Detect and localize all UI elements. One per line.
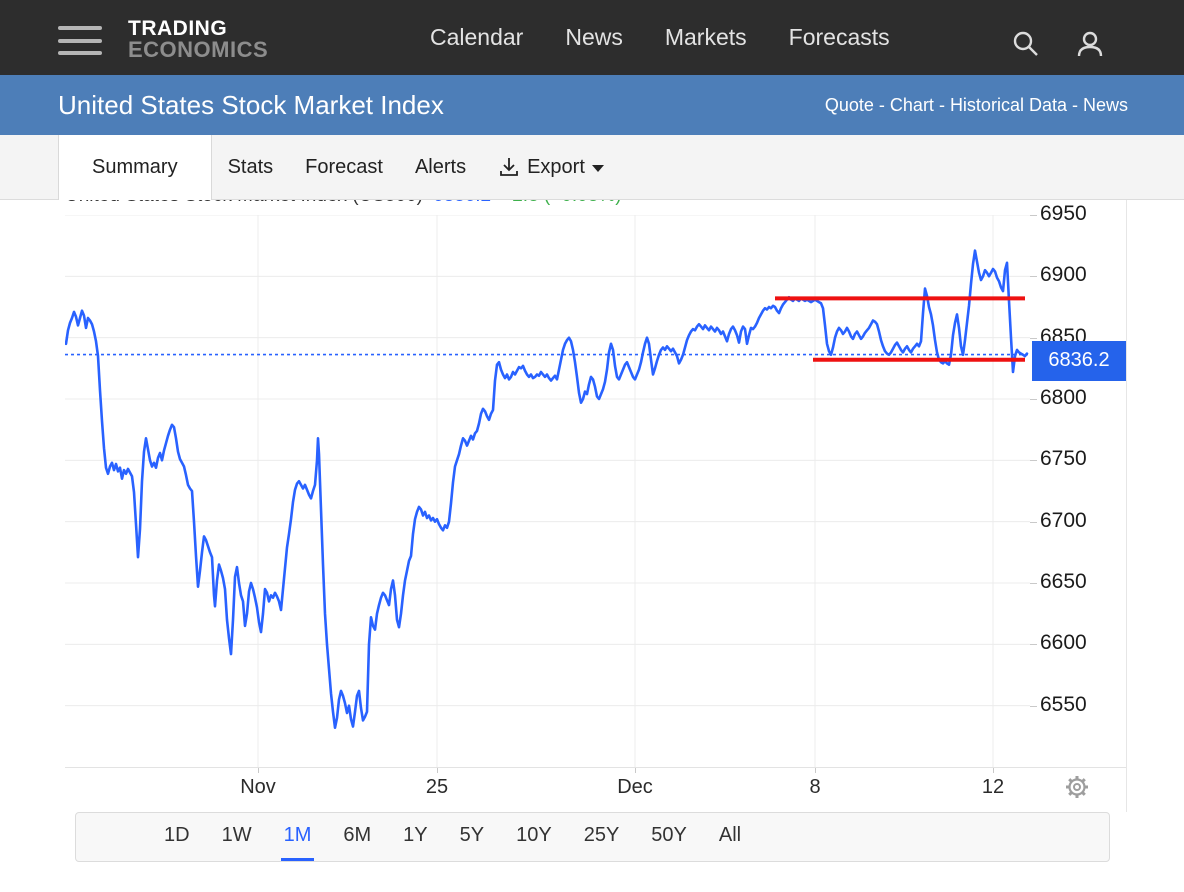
y-axis-label: 6800 — [1040, 386, 1087, 409]
nav-forecasts[interactable]: Forecasts — [788, 24, 890, 50]
tab-strip: Summary Stats Forecast Alerts Export — [0, 135, 1184, 200]
price-line-series — [65, 249, 1029, 730]
chart-widget: United States Stock Market Index (US500)… — [0, 185, 1184, 812]
x-axis-tick — [635, 767, 636, 773]
tab-forecast[interactable]: Forecast — [305, 155, 383, 178]
nav-news[interactable]: News — [565, 24, 623, 50]
x-axis-tick — [437, 767, 438, 773]
header-link-historical-data[interactable]: Historical Data — [949, 94, 1067, 115]
range-1y[interactable]: 1Y — [403, 824, 428, 846]
logo-line1: TRADING — [128, 17, 228, 40]
tab-stats[interactable]: Stats — [227, 155, 274, 178]
y-axis-label: 6950 — [1040, 202, 1087, 225]
x-axis-label: 25 — [425, 776, 449, 798]
time-range-selector: 1D 1W 1M 6M 1Y 5Y 10Y 25Y 50Y All — [75, 812, 1110, 862]
header-link-quote[interactable]: Quote — [824, 94, 874, 115]
plot-bottom-border — [65, 767, 1126, 768]
range-all[interactable]: All — [718, 824, 742, 846]
y-axis-tick — [1030, 215, 1037, 216]
y-axis-tick — [1030, 644, 1037, 646]
header-links: Quote - Chart - Historical Data - News — [825, 95, 1128, 116]
tab-summary[interactable]: Summary — [58, 135, 212, 200]
range-5y[interactable]: 5Y — [459, 824, 485, 846]
link-separator: - — [1066, 94, 1083, 115]
x-axis-label: Dec — [617, 776, 653, 798]
y-axis-tick — [1030, 337, 1037, 339]
last-price-badge: 6836.2 — [1032, 340, 1126, 381]
top-nav-links: Calendar News Markets Forecasts — [430, 0, 890, 75]
page-header: United States Stock Market Index Quote -… — [0, 75, 1184, 135]
download-icon — [500, 158, 518, 176]
range-10y[interactable]: 10Y — [516, 824, 552, 846]
search-icon[interactable] — [1012, 30, 1040, 63]
gear-icon[interactable] — [1062, 772, 1092, 807]
export-label: Export — [527, 155, 585, 178]
nav-calendar[interactable]: Calendar — [430, 24, 524, 50]
y-axis-label: 6750 — [1040, 447, 1087, 471]
y-axis-tick — [1030, 521, 1037, 523]
y-axis-tick — [1030, 460, 1037, 462]
tab-alerts[interactable]: Alerts — [414, 155, 467, 178]
link-separator: - — [873, 94, 890, 115]
header-link-news[interactable]: News — [1082, 94, 1128, 115]
price-chart-plot[interactable] — [65, 215, 1030, 767]
range-6m[interactable]: 6M — [343, 824, 372, 846]
y-axis-label: 6550 — [1040, 692, 1087, 716]
y-axis-tick — [1030, 705, 1037, 707]
y-axis-label: 6650 — [1040, 570, 1087, 593]
y-axis-tick — [1030, 276, 1037, 278]
y-axis-label: 6700 — [1040, 508, 1087, 532]
y-axis-label: 6600 — [1040, 631, 1087, 655]
user-icon[interactable] — [1076, 30, 1104, 63]
range-25y[interactable]: 25Y — [583, 824, 620, 846]
y-axis-tick — [1030, 399, 1037, 400]
top-navigation-bar: TRADING ECONOMICS Calendar News Markets For… — [0, 0, 1184, 75]
page-title: United States Stock Market Index — [58, 89, 444, 120]
header-link-chart[interactable]: Chart — [889, 94, 934, 115]
range-1d[interactable]: 1D — [164, 824, 190, 846]
x-axis-label: 12 — [981, 776, 1005, 798]
caret-down-icon — [591, 165, 604, 172]
y-axis-tick — [1030, 583, 1037, 584]
logo[interactable]: TRADING ECONOMICS — [128, 17, 269, 62]
hamburger-menu-icon[interactable] — [58, 26, 102, 55]
range-1w[interactable]: 1W — [221, 824, 252, 846]
nav-markets[interactable]: Markets — [664, 24, 747, 50]
range-50y[interactable]: 50Y — [651, 824, 687, 846]
range-1m[interactable]: 1M — [280, 813, 315, 861]
x-axis-label: 8 — [809, 776, 821, 798]
x-axis-tick — [258, 767, 259, 773]
x-axis-tick — [815, 767, 816, 773]
x-axis-label: Nov — [240, 776, 276, 798]
logo-line2: ECONOMICS — [128, 37, 269, 62]
link-separator: - — [933, 94, 950, 115]
export-button[interactable]: Export — [482, 135, 620, 199]
y-axis-label: 6900 — [1040, 263, 1087, 287]
axis-separator-line — [1126, 200, 1127, 812]
x-axis-tick — [993, 767, 994, 773]
last-price-value: 6836.2 — [1048, 349, 1110, 372]
